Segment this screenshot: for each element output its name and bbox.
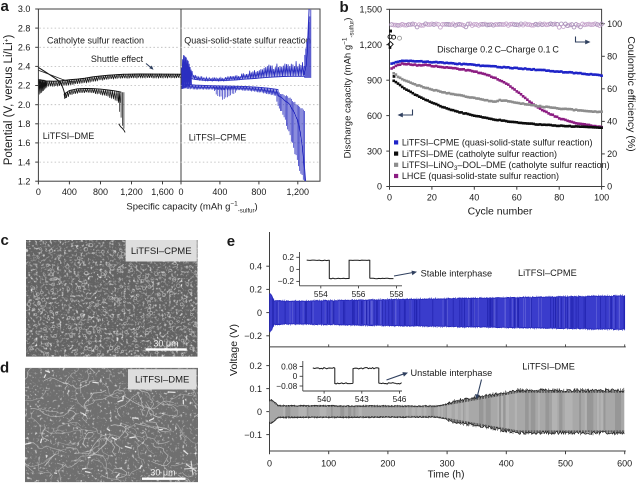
svg-text:Time (h): Time (h) bbox=[428, 470, 465, 481]
svg-text:500: 500 bbox=[558, 459, 573, 469]
svg-text:1,200: 1,200 bbox=[120, 187, 143, 197]
svg-text:400: 400 bbox=[212, 187, 227, 197]
svg-text:LiTFSI–CPME: LiTFSI–CPME bbox=[189, 133, 247, 143]
svg-text:LiTFSI–DME (catholyte sulfur r: LiTFSI–DME (catholyte sulfur reaction) bbox=[402, 149, 557, 159]
svg-text:800: 800 bbox=[251, 187, 266, 197]
svg-text:0: 0 bbox=[293, 371, 298, 381]
svg-text:900: 900 bbox=[367, 75, 382, 85]
svg-text:558: 558 bbox=[390, 289, 404, 299]
svg-text:400: 400 bbox=[499, 459, 514, 469]
svg-text:0: 0 bbox=[607, 182, 612, 192]
svg-text:540: 540 bbox=[317, 394, 331, 404]
svg-text:2.2: 2.2 bbox=[18, 81, 31, 91]
svg-text:0.2: 0.2 bbox=[282, 252, 294, 262]
svg-text:30 μm: 30 μm bbox=[150, 467, 175, 477]
svg-text:3.0: 3.0 bbox=[18, 4, 31, 14]
svg-text:100: 100 bbox=[607, 19, 622, 29]
svg-text:200: 200 bbox=[380, 459, 395, 469]
svg-text:800: 800 bbox=[93, 187, 108, 197]
svg-text:20: 20 bbox=[427, 193, 437, 203]
svg-text:554: 554 bbox=[314, 289, 328, 299]
svg-text:LiTFSI–CPME: LiTFSI–CPME bbox=[518, 268, 577, 278]
svg-text:0: 0 bbox=[257, 308, 262, 318]
svg-text:2.0: 2.0 bbox=[18, 100, 31, 110]
svg-text:0.08: 0.08 bbox=[281, 361, 298, 371]
svg-text:1.2: 1.2 bbox=[18, 176, 31, 186]
svg-text:1.8: 1.8 bbox=[18, 119, 31, 129]
svg-text:0: 0 bbox=[257, 407, 262, 417]
svg-text:0: 0 bbox=[377, 182, 382, 192]
svg-text:LiTFSI–CPME: LiTFSI–CPME bbox=[131, 246, 192, 257]
svg-text:LiTFSI–DME: LiTFSI–DME bbox=[43, 131, 95, 141]
svg-text:0.2: 0.2 bbox=[249, 361, 262, 371]
svg-text:e: e bbox=[227, 233, 235, 250]
svg-text:−0.1: −0.1 bbox=[244, 430, 262, 440]
svg-text:80: 80 bbox=[607, 52, 617, 62]
svg-text:1,500: 1,500 bbox=[359, 5, 382, 15]
svg-text:Coulombic efficiency (%): Coulombic efficiency (%) bbox=[625, 36, 637, 151]
svg-text:0.4: 0.4 bbox=[249, 261, 262, 271]
svg-text:100: 100 bbox=[321, 459, 336, 469]
svg-text:1,200: 1,200 bbox=[359, 40, 382, 50]
svg-text:1,600: 1,600 bbox=[151, 187, 174, 197]
svg-text:600: 600 bbox=[617, 459, 632, 469]
svg-text:40: 40 bbox=[607, 117, 617, 127]
svg-text:0.1: 0.1 bbox=[249, 384, 262, 394]
svg-text:556: 556 bbox=[352, 289, 366, 299]
svg-text:−0.2: −0.2 bbox=[278, 276, 295, 286]
svg-text:c: c bbox=[1, 232, 9, 249]
svg-text:0: 0 bbox=[289, 264, 294, 274]
svg-text:2.6: 2.6 bbox=[18, 43, 31, 53]
svg-text:0.2: 0.2 bbox=[249, 285, 262, 295]
svg-text:−0.2: −0.2 bbox=[244, 331, 262, 341]
svg-text:Stable interphase: Stable interphase bbox=[421, 268, 493, 278]
svg-text:Specific capacity (mAh g−1-sul: Specific capacity (mAh g−1-sulfur) bbox=[126, 201, 257, 215]
svg-text:Potential (V, versus Li/Li+): Potential (V, versus Li/Li+) bbox=[3, 35, 15, 166]
svg-text:2.4: 2.4 bbox=[18, 62, 31, 72]
svg-text:b: b bbox=[340, 0, 349, 16]
svg-text:0: 0 bbox=[178, 187, 183, 197]
svg-text:LiTFSI–LiNO3–DOL–DME (catholyt: LiTFSI–LiNO3–DOL–DME (catholyte sulfur r… bbox=[402, 160, 610, 172]
svg-text:Catholyte sulfur reaction: Catholyte sulfur reaction bbox=[47, 36, 144, 46]
svg-text:20: 20 bbox=[607, 149, 617, 159]
svg-text:30 μm: 30 μm bbox=[153, 338, 178, 348]
svg-text:LHCE (quasi-solid-state sulfur: LHCE (quasi-solid-state sulfur reaction) bbox=[402, 171, 559, 181]
svg-text:60: 60 bbox=[512, 193, 522, 203]
svg-text:Discharge capacity (mAh g−1-su: Discharge capacity (mAh g−1-sulfur) bbox=[342, 18, 356, 159]
svg-text:a: a bbox=[1, 0, 10, 15]
svg-text:1.4: 1.4 bbox=[18, 157, 31, 167]
svg-text:LiTFSI–CPME (quasi-solid-state: LiTFSI–CPME (quasi-solid-state sulfur re… bbox=[402, 138, 593, 148]
svg-text:LiTFSI–DME: LiTFSI–DME bbox=[135, 375, 189, 386]
svg-text:Quasi-solid-state sulfur react: Quasi-solid-state sulfur reaction bbox=[184, 36, 311, 46]
svg-text:1,200: 1,200 bbox=[287, 187, 310, 197]
svg-text:100: 100 bbox=[594, 193, 609, 203]
svg-text:d: d bbox=[0, 360, 9, 377]
svg-text:40: 40 bbox=[469, 193, 479, 203]
svg-text:543: 543 bbox=[355, 394, 369, 404]
svg-text:0: 0 bbox=[387, 193, 392, 203]
svg-text:2.8: 2.8 bbox=[18, 23, 31, 33]
svg-text:LiTFSI–DME: LiTFSI–DME bbox=[522, 361, 575, 371]
svg-text:60: 60 bbox=[607, 84, 617, 94]
svg-text:0: 0 bbox=[36, 187, 41, 197]
svg-text:Unstable interphase: Unstable interphase bbox=[411, 368, 493, 378]
svg-text:0: 0 bbox=[267, 459, 272, 469]
svg-text:546: 546 bbox=[393, 394, 407, 404]
svg-text:Cycle number: Cycle number bbox=[468, 206, 533, 218]
svg-text:300: 300 bbox=[440, 459, 455, 469]
svg-text:Voltage (V): Voltage (V) bbox=[228, 324, 240, 376]
svg-text:400: 400 bbox=[62, 187, 77, 197]
svg-text:−0.08: −0.08 bbox=[276, 381, 297, 391]
svg-text:Shuttle effect: Shuttle effect bbox=[91, 54, 144, 64]
svg-text:600: 600 bbox=[367, 111, 382, 121]
svg-text:80: 80 bbox=[554, 193, 564, 203]
svg-text:1.6: 1.6 bbox=[18, 138, 31, 148]
svg-text:Discharge 0.2 C–Charge 0.1 C: Discharge 0.2 C–Charge 0.1 C bbox=[437, 45, 559, 55]
svg-text:300: 300 bbox=[367, 146, 382, 156]
